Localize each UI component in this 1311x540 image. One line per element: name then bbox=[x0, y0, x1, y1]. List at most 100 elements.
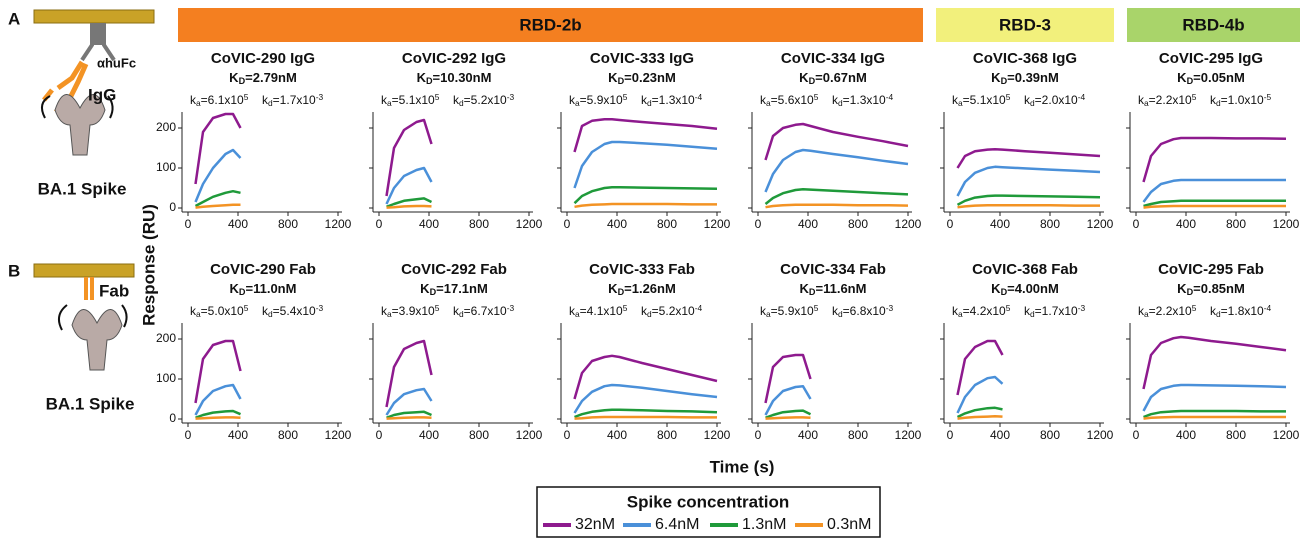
x-tick-label: 0 bbox=[376, 428, 383, 442]
label: αhuFc bbox=[97, 55, 136, 70]
text: K bbox=[608, 70, 618, 85]
x-tick-label: 0 bbox=[1133, 428, 1140, 442]
superscript: -3 bbox=[507, 92, 515, 102]
kinetic-label: kd=1.8x10-4 bbox=[1210, 303, 1272, 319]
subscript: d bbox=[1030, 309, 1035, 319]
kinetic-label: ka=5.1x105 bbox=[381, 92, 440, 108]
text: K bbox=[991, 281, 1001, 296]
kinetic-label: ka=5.6x105 bbox=[760, 92, 819, 108]
superscript: 5 bbox=[1006, 303, 1011, 313]
subscript: D bbox=[1001, 76, 1008, 86]
series-line bbox=[386, 197, 433, 208]
panel-title: CoVIC-334 Fab bbox=[780, 261, 886, 278]
text: =1.3x10 bbox=[652, 93, 695, 107]
series-line bbox=[956, 339, 1004, 396]
series-line bbox=[195, 416, 241, 420]
legend-box bbox=[536, 486, 881, 538]
panel-title: CoVIC-290 Fab bbox=[210, 261, 316, 278]
series-line bbox=[764, 353, 812, 404]
text: K bbox=[1177, 70, 1187, 85]
text: k bbox=[453, 304, 460, 318]
superscript: 5 bbox=[814, 92, 819, 102]
subscript: d bbox=[459, 98, 464, 108]
subscript: D bbox=[430, 287, 437, 297]
series-line bbox=[764, 384, 812, 416]
subscript: a bbox=[958, 309, 963, 319]
text: K bbox=[799, 70, 809, 85]
subscript: d bbox=[647, 309, 652, 319]
series-line bbox=[1142, 383, 1287, 412]
panel-letter: B bbox=[8, 261, 20, 280]
text: =5.9x10 bbox=[771, 304, 814, 318]
kinetic-label: ka=4.2x105 bbox=[952, 303, 1011, 319]
label: IgG bbox=[88, 85, 116, 104]
subscript: D bbox=[618, 76, 625, 86]
superscript: 5 bbox=[435, 303, 440, 313]
text: =0.67nM bbox=[815, 70, 867, 85]
subscript: D bbox=[239, 76, 246, 86]
series-line bbox=[765, 409, 812, 419]
series-line bbox=[1143, 204, 1286, 209]
kinetic-label: KD=11.0nM bbox=[230, 281, 297, 297]
series-line bbox=[574, 202, 717, 209]
text: k bbox=[1024, 93, 1031, 107]
kinetic-label: kd=1.7x10-3 bbox=[1024, 303, 1086, 319]
series-line bbox=[1143, 415, 1286, 420]
legend-label: 32nM bbox=[575, 516, 615, 533]
text: =5.6x10 bbox=[771, 93, 814, 107]
x-tick-label: 0 bbox=[755, 428, 762, 442]
kinetic-label: kd=6.7x10-3 bbox=[453, 303, 515, 319]
series-line bbox=[385, 118, 433, 197]
series-line bbox=[573, 383, 718, 414]
subscript: a bbox=[196, 309, 201, 319]
x-tick-label: 800 bbox=[1040, 428, 1060, 442]
x-tick-label: 0 bbox=[947, 428, 954, 442]
x-tick-label: 1200 bbox=[895, 428, 922, 442]
series-line bbox=[574, 415, 717, 420]
series-line bbox=[573, 117, 718, 153]
x-tick-label: 0 bbox=[1133, 217, 1140, 231]
text: =4.1x10 bbox=[580, 304, 623, 318]
series-line bbox=[1142, 136, 1287, 183]
kinetic-label: ka=5.1x105 bbox=[952, 92, 1011, 108]
text: =1.7x10 bbox=[1035, 304, 1078, 318]
text: =1.7x10 bbox=[273, 93, 316, 107]
x-tick-label: 400 bbox=[419, 217, 439, 231]
x-axis-label: Time (s) bbox=[710, 457, 775, 476]
surface bbox=[33, 263, 135, 278]
series-line bbox=[764, 187, 909, 205]
kinetic-label: KD=17.1nM bbox=[420, 281, 488, 297]
series-line bbox=[194, 112, 242, 185]
y-axis-label: Response (RU) bbox=[139, 204, 158, 326]
superscript: -3 bbox=[886, 303, 894, 313]
subscript: a bbox=[1144, 309, 1149, 319]
kinetic-label: kd=1.3x10-4 bbox=[832, 92, 894, 108]
y-tick-label: 200 bbox=[156, 331, 176, 345]
kinetic-label: ka=2.2x105 bbox=[1138, 303, 1197, 319]
text: =5.1x10 bbox=[392, 93, 435, 107]
kinetic-label: KD=11.6nM bbox=[800, 281, 867, 297]
subscript: d bbox=[838, 98, 843, 108]
x-tick-label: 800 bbox=[657, 428, 677, 442]
group-label: RBD-4b bbox=[1182, 15, 1244, 34]
superscript: 5 bbox=[1192, 92, 1197, 102]
kinetic-label: ka=5.9x105 bbox=[760, 303, 819, 319]
x-tick-label: 0 bbox=[185, 428, 192, 442]
text: K bbox=[800, 281, 810, 296]
y-tick-label: 0 bbox=[169, 200, 176, 214]
igg-shape bbox=[42, 60, 89, 114]
series-line bbox=[386, 204, 432, 209]
label: Fab bbox=[99, 281, 129, 300]
x-tick-label: 1200 bbox=[516, 217, 543, 231]
text: k bbox=[1024, 304, 1031, 318]
series-line bbox=[957, 414, 1003, 420]
subscript: d bbox=[647, 98, 652, 108]
legend-label: 6.4nM bbox=[655, 516, 699, 533]
text: K bbox=[420, 281, 430, 296]
x-tick-label: 1200 bbox=[1087, 217, 1114, 231]
text: k bbox=[641, 93, 648, 107]
anti-fc bbox=[80, 23, 116, 62]
series-line bbox=[957, 203, 1100, 209]
text: k bbox=[381, 304, 388, 318]
y-tick-label: 0 bbox=[169, 411, 176, 425]
